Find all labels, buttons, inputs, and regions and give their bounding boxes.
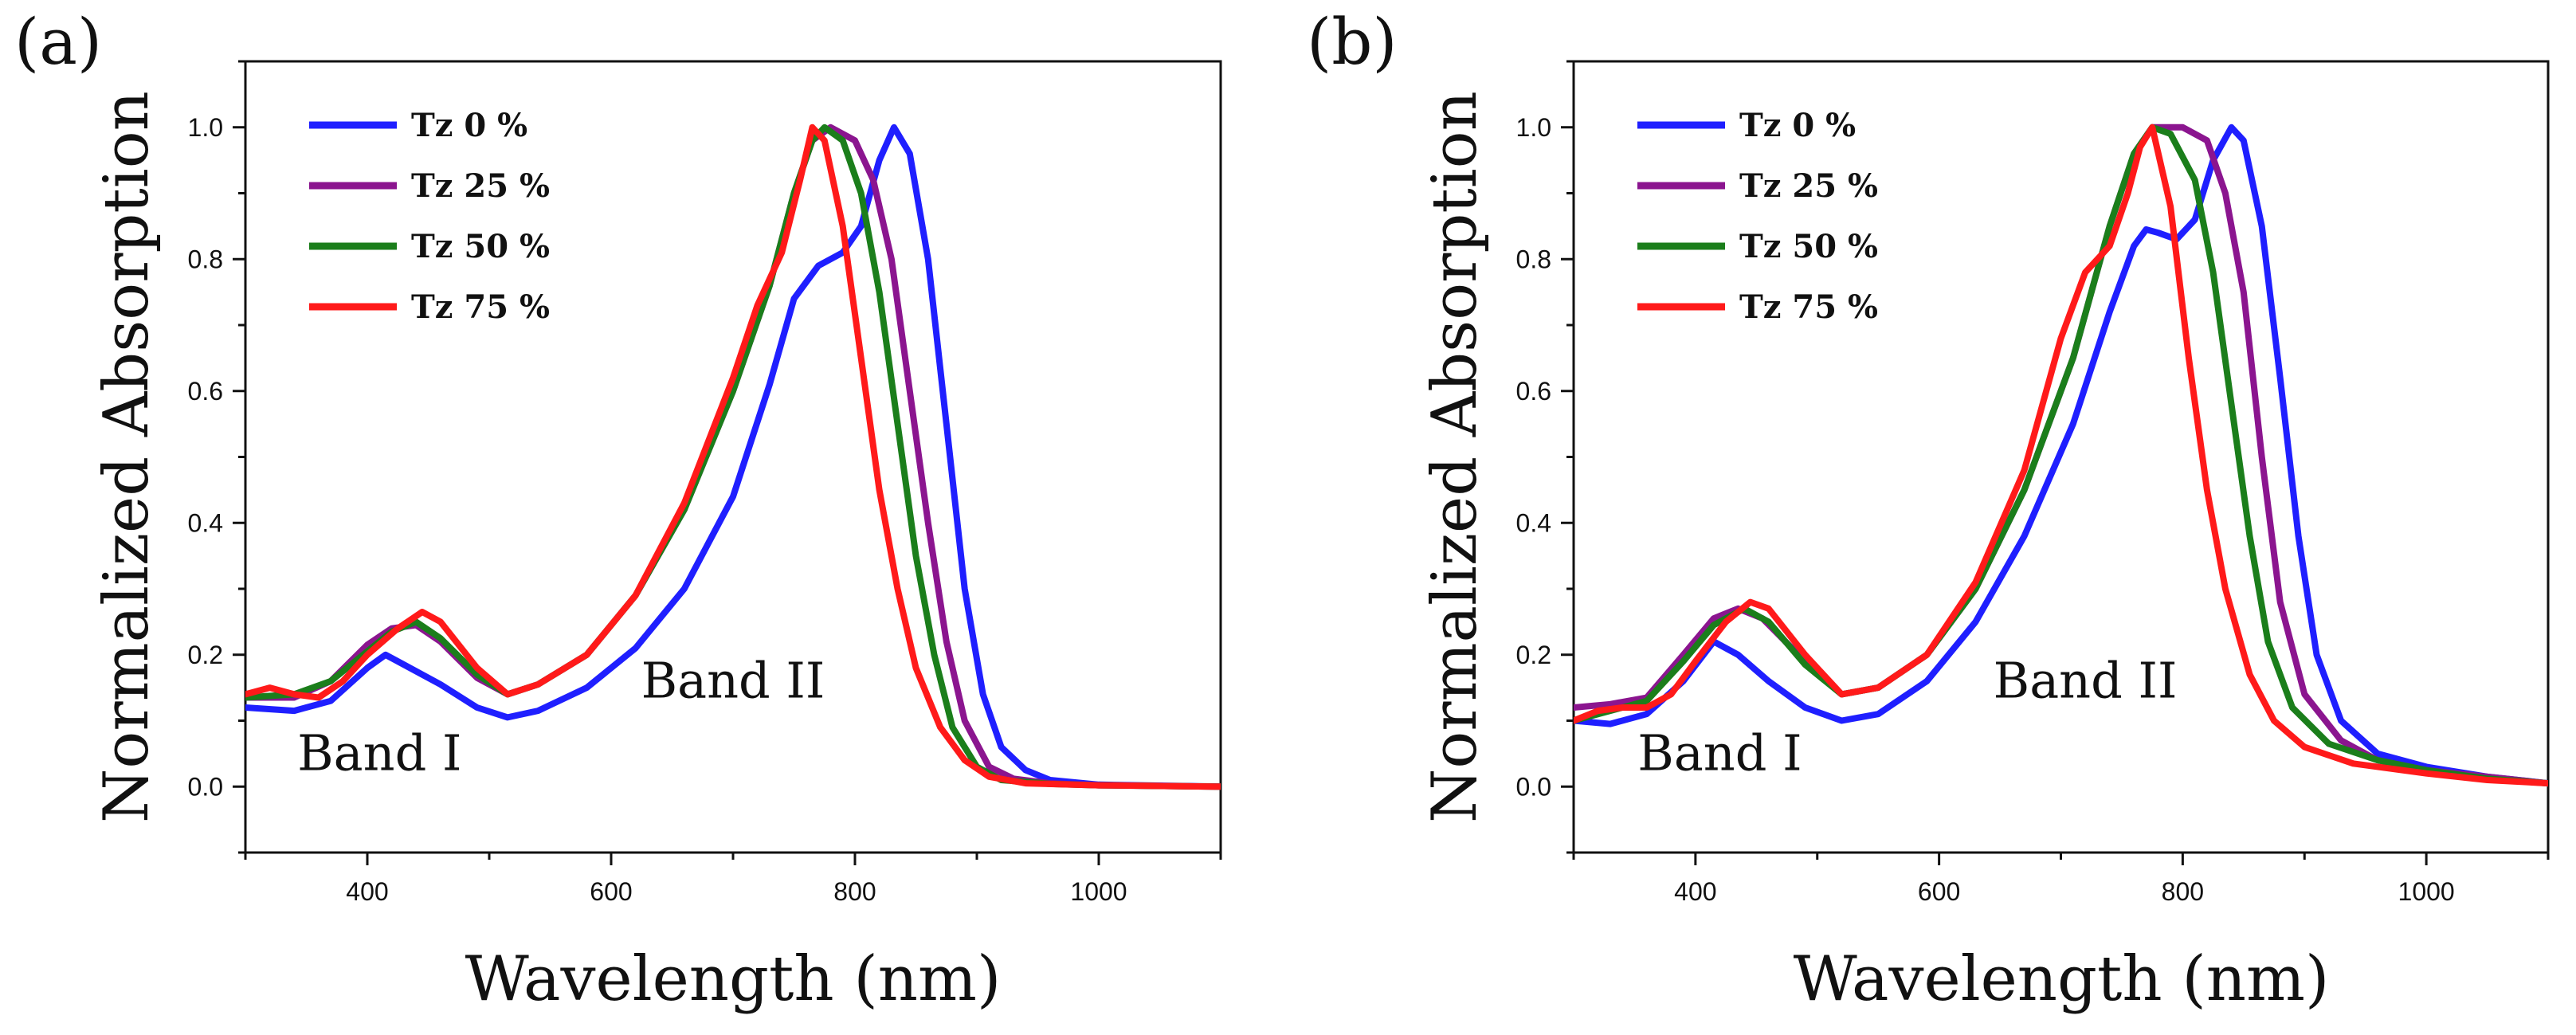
- series-line-tz-50: [245, 123, 1221, 790]
- y-tick-label: 1.0: [188, 113, 223, 142]
- series-line-tz-0: [245, 123, 1221, 790]
- legend-label: Tz 50 %: [1739, 228, 1878, 265]
- x-tick-label: 600: [1918, 877, 1960, 906]
- series-line-tz-75: [245, 123, 1221, 790]
- series-group: [245, 123, 1221, 790]
- legend: Tz 0 % Tz 25 % Tz 50 % Tz 75 %: [1637, 107, 1878, 326]
- band-annotation: Band II: [641, 652, 825, 710]
- legend-label: Tz 0 %: [411, 107, 527, 144]
- y-tick-label: 0.0: [1516, 772, 1551, 801]
- y-tick-label: 0.8: [1516, 245, 1551, 273]
- x-tick-label: 1000: [2398, 877, 2455, 906]
- panel-label: (b): [1307, 5, 1398, 79]
- legend-label: Tz 25 %: [411, 167, 550, 205]
- x-tick-label: 800: [2162, 877, 2204, 906]
- chart-panel-b: (b) 400 600 800 1000 0.0 0.2 0.4 0.6 0.8 1.0 Wavele…: [1307, 5, 2550, 1015]
- x-tick-label: 800: [833, 877, 876, 906]
- x-tick-label: 600: [590, 877, 632, 906]
- legend: Tz 0 % Tz 25 % Tz 50 % Tz 75 %: [309, 107, 550, 326]
- chart-panel-a: (a) 400 600 800 1000 0.0 0.2 0.4 0.6 0.8 1.0 Wavele…: [14, 5, 1222, 1015]
- band-annotation: Band I: [297, 724, 461, 782]
- legend-label: Tz 75 %: [411, 288, 550, 326]
- x-tick-label: 400: [346, 877, 388, 906]
- y-axis-title: Normalized Absorption: [91, 91, 163, 823]
- x-axis-title: Wavelength (nm): [1794, 943, 2330, 1015]
- legend-label: Tz 25 %: [1739, 167, 1878, 205]
- panel-label: (a): [14, 5, 102, 79]
- band-annotation: Band I: [1637, 724, 1802, 782]
- legend-label: Tz 50 %: [411, 228, 550, 265]
- y-axis-title: Normalized Absorption: [1419, 91, 1491, 823]
- legend-label: Tz 0 %: [1739, 107, 1856, 144]
- y-tick-label: 0.2: [188, 641, 223, 669]
- x-tick-label: 1000: [1070, 877, 1127, 906]
- y-tick-label: 0.0: [188, 772, 223, 801]
- y-tick-label: 0.4: [188, 508, 223, 537]
- y-tick-label: 0.6: [1516, 377, 1551, 406]
- x-axis-title: Wavelength (nm): [465, 943, 1002, 1015]
- series-group: [1574, 123, 2548, 787]
- y-tick-label: 0.8: [188, 245, 223, 273]
- y-tick-label: 0.6: [188, 377, 223, 406]
- series-line-tz-75: [1574, 123, 2548, 787]
- x-tick-label: 400: [1674, 877, 1716, 906]
- legend-label: Tz 75 %: [1739, 288, 1878, 326]
- y-tick-label: 0.2: [1516, 641, 1551, 669]
- y-tick-label: 1.0: [1516, 113, 1551, 142]
- band-annotation: Band II: [1994, 652, 2178, 710]
- y-tick-label: 0.4: [1516, 508, 1551, 537]
- series-line-tz-0: [1574, 123, 2548, 787]
